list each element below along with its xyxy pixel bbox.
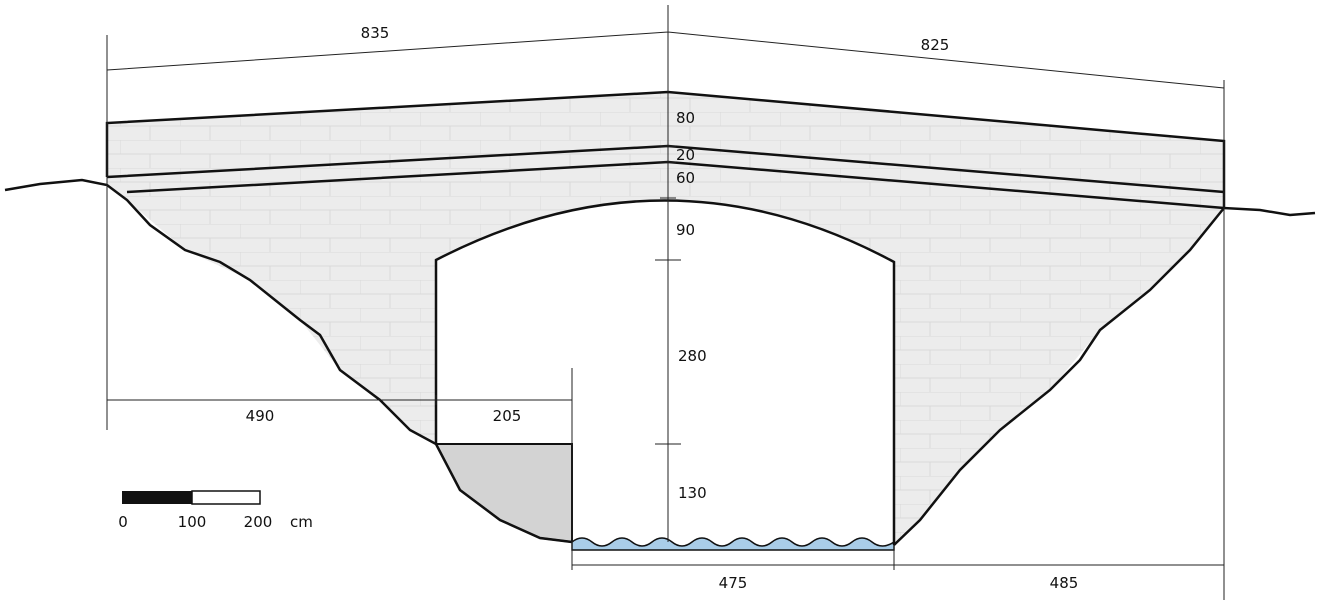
dim-label: 60 bbox=[676, 169, 695, 187]
scale-unit: cm bbox=[290, 513, 313, 531]
scale-label: 100 bbox=[178, 513, 207, 531]
step-block bbox=[434, 443, 573, 544]
arch bbox=[434, 199, 896, 545]
water bbox=[571, 537, 895, 551]
dim-label: 280 bbox=[678, 347, 707, 365]
scale-label: 0 bbox=[118, 513, 128, 531]
dimension-lines bbox=[106, 5, 1225, 600]
dim-label: 205 bbox=[493, 407, 522, 425]
ground-left bbox=[4, 178, 573, 544]
dim-label: 485 bbox=[1050, 574, 1079, 592]
dim-label: 475 bbox=[719, 574, 748, 592]
dim-label: 490 bbox=[246, 407, 275, 425]
dim-label: 20 bbox=[676, 146, 695, 164]
dim-label: 835 bbox=[361, 24, 390, 42]
dim-label: 130 bbox=[678, 484, 707, 502]
ground-right bbox=[893, 206, 1316, 546]
scale-bar-white bbox=[191, 490, 261, 505]
dim-label: 825 bbox=[921, 36, 950, 54]
bridge-body bbox=[107, 92, 1224, 545]
dim-label: 80 bbox=[676, 109, 695, 127]
scale-label: 200 bbox=[244, 513, 273, 531]
scale-bar-black bbox=[122, 491, 192, 504]
dim-label: 90 bbox=[676, 221, 695, 239]
